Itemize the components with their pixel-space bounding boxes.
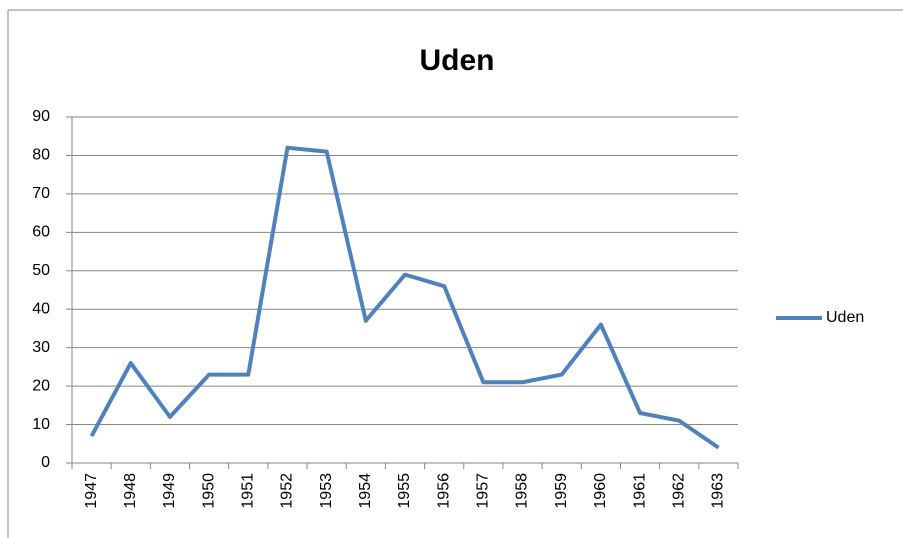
y-tick-label: 10: [32, 416, 50, 433]
y-tick-label: 20: [32, 377, 50, 394]
x-tick-label: 1959: [553, 473, 570, 509]
x-tick-label: 1954: [357, 473, 374, 509]
chart-title: Uden: [420, 44, 495, 77]
x-tick-label: 1960: [592, 473, 609, 509]
y-tick-label: 90: [32, 108, 50, 125]
x-tick-label: 1952: [279, 473, 296, 509]
legend-label: Uden: [826, 309, 864, 326]
x-tick-label: 1949: [161, 473, 178, 509]
y-tick-label: 50: [32, 262, 50, 279]
x-tick-label: 1956: [435, 473, 452, 509]
y-tick-label: 60: [32, 224, 50, 241]
x-tick-label: 1948: [122, 473, 139, 509]
y-tick-label: 0: [41, 454, 50, 471]
x-tick-label: 1958: [514, 473, 531, 509]
x-tick-label: 1961: [631, 473, 648, 509]
x-tick-label: 1955: [396, 473, 413, 509]
series-line: [89, 145, 720, 450]
y-tick-label: 70: [32, 185, 50, 202]
x-tick-label: 1963: [710, 473, 727, 509]
x-tick-label: 1950: [200, 473, 217, 509]
y-tick-label: 40: [32, 300, 50, 317]
x-tick-label: 1962: [670, 473, 687, 509]
x-tick-label: 1957: [475, 473, 492, 509]
y-tick-label: 80: [32, 147, 50, 164]
x-tick-label: 1951: [240, 473, 257, 509]
x-tick-label: 1947: [83, 473, 100, 509]
y-tick-label: 30: [32, 339, 50, 356]
x-tick-label: 1953: [318, 473, 335, 509]
